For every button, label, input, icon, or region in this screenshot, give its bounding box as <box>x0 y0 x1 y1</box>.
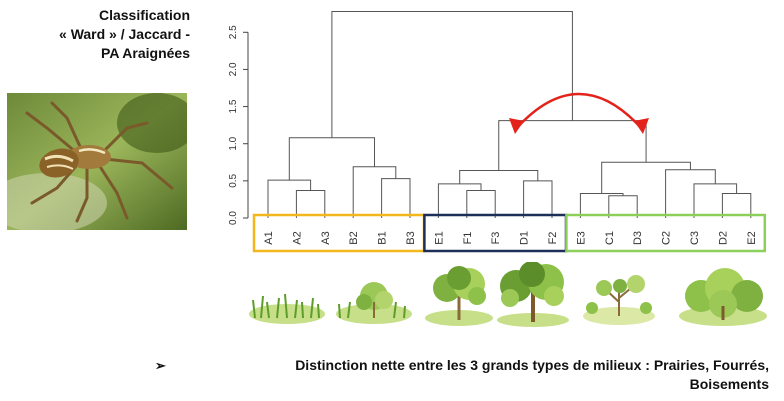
leaf-label: C1 <box>604 231 616 245</box>
sparse-shrub-icon <box>583 275 655 325</box>
leaf-label: C2 <box>661 231 673 245</box>
dendrogram-branch <box>437 183 482 218</box>
leaf-label: C3 <box>689 231 701 245</box>
dendrogram-branch <box>331 10 573 138</box>
title-line-2: « Ward » / Jaccard - <box>59 26 190 42</box>
dendrogram-branch <box>721 192 752 218</box>
y-tick-label: 1.0 <box>228 136 239 150</box>
leaf-label: E3 <box>575 231 587 244</box>
grass-icon <box>249 293 325 324</box>
dendrogram-branch <box>267 179 312 218</box>
leaf-label: F2 <box>547 232 559 245</box>
dendrogram-branch <box>381 178 411 218</box>
leaf-label: B2 <box>348 231 360 244</box>
leaf-label: D3 <box>632 231 644 245</box>
double-arrow <box>514 92 644 131</box>
dendrogram-branch <box>498 120 647 171</box>
y-tick-label: 2.0 <box>228 62 239 76</box>
dendrogram-branch <box>579 192 624 218</box>
arrow-head-left <box>509 118 524 134</box>
dendrogram-branch <box>665 169 716 218</box>
leaf-label: F1 <box>462 232 474 245</box>
leaf-label: B3 <box>405 231 417 244</box>
leaf-label: A2 <box>291 231 303 244</box>
dendrogram-branch <box>459 169 539 184</box>
leaf-label: B1 <box>377 231 389 244</box>
grass-shrub-icon <box>336 282 412 324</box>
group-box-3 <box>565 213 767 253</box>
y-tick-label: 1.5 <box>228 99 239 113</box>
leaf-label: A3 <box>320 231 332 244</box>
y-tick-label: 0.0 <box>228 211 239 225</box>
spider-photo <box>7 93 187 230</box>
leaf-label: E1 <box>433 231 445 244</box>
leaf-label: E2 <box>746 231 758 244</box>
dendrogram-branch <box>352 166 397 218</box>
title-line-1: Classification <box>98 7 190 23</box>
leaf-label: D1 <box>519 231 531 245</box>
group-box-1 <box>252 213 426 253</box>
arrow-head-right <box>634 118 649 134</box>
conclusion-line-1: Distinction nette entre les 3 grands typ… <box>295 357 769 373</box>
slide-title: Classification « Ward » / Jaccard - PA A… <box>0 6 190 63</box>
shrub-icon <box>425 266 493 326</box>
tree-icon <box>497 262 569 327</box>
y-tick-label: 2.5 <box>228 25 239 39</box>
dendrogram-branch <box>693 183 738 218</box>
dendrogram-branch <box>288 137 375 181</box>
dendrogram-branch <box>601 161 691 194</box>
y-tick-label: 0.5 <box>228 173 239 187</box>
dendrogram-branch <box>523 180 553 218</box>
leaf-label: A1 <box>263 231 275 244</box>
leaf-label: D2 <box>717 231 729 245</box>
bush-icon <box>679 268 767 326</box>
conclusion-line-2: Boisements <box>689 376 769 392</box>
title-line-3: PA Araignées <box>101 45 190 61</box>
bullet-arrow-icon: ➢ <box>155 358 166 373</box>
leaf-label: F3 <box>490 232 502 245</box>
